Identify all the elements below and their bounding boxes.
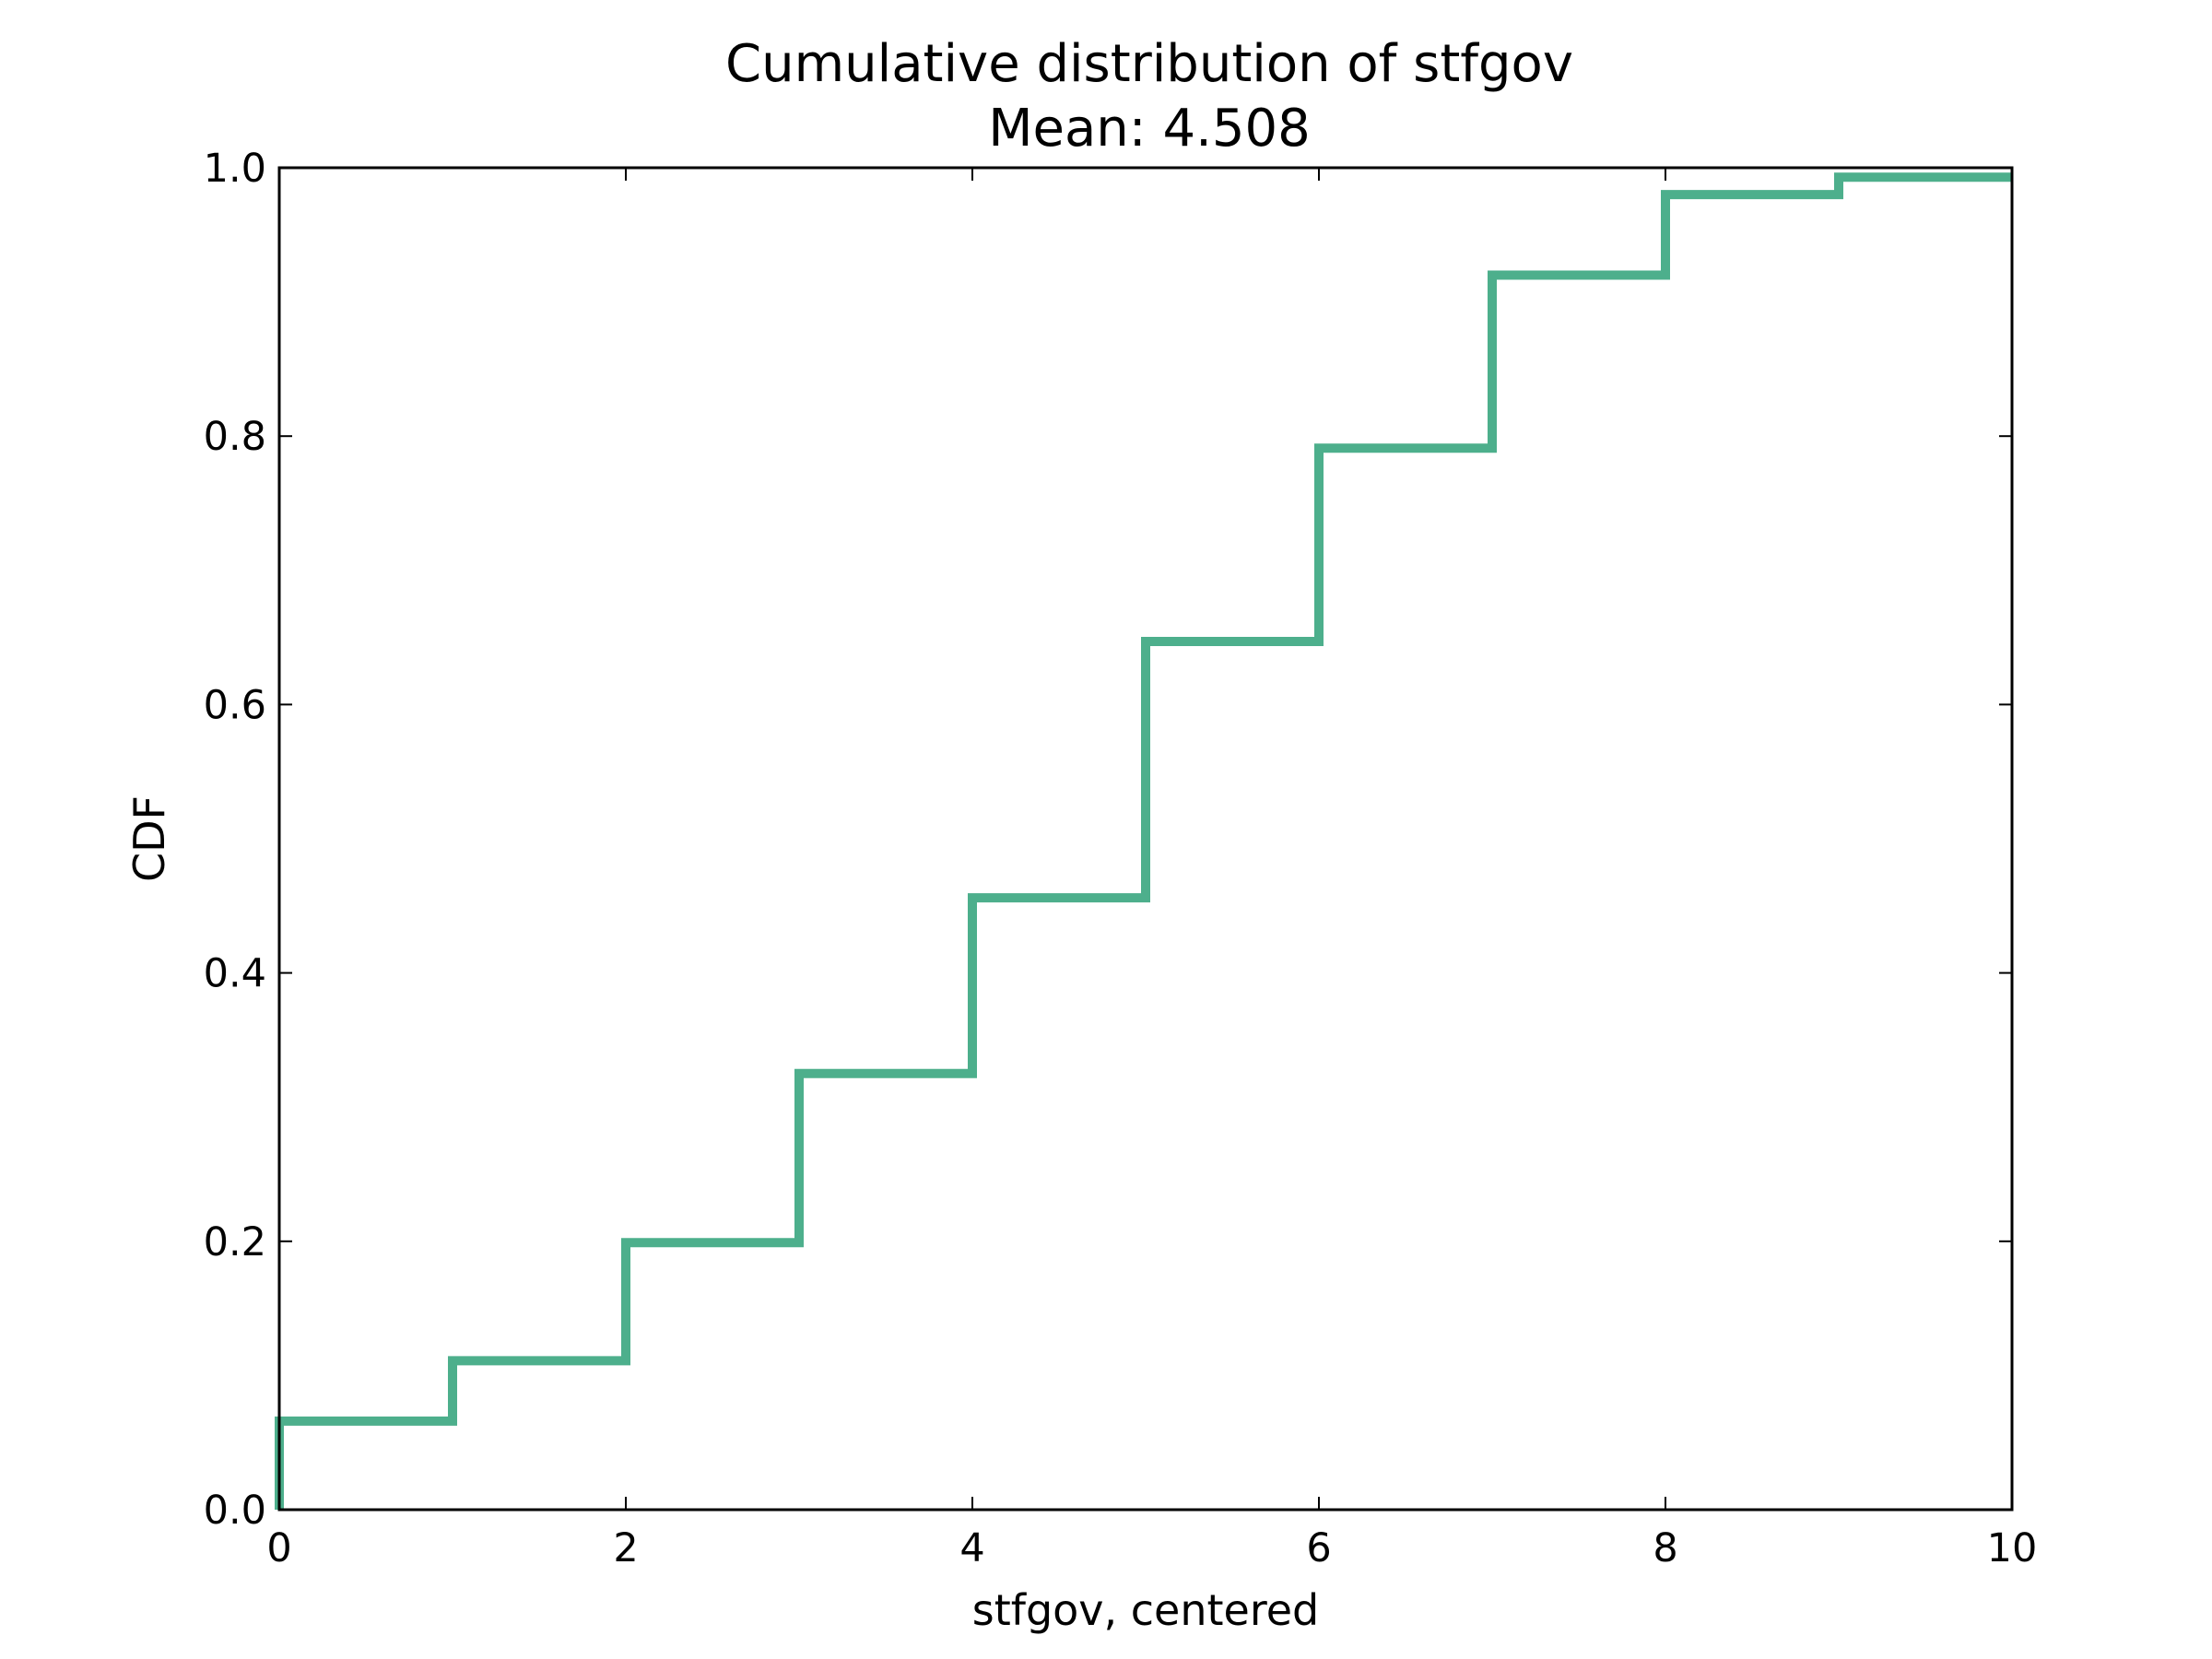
x-tick-label: 0: [266, 1525, 291, 1571]
y-axis-label: CDF: [124, 795, 174, 882]
x-tick-label: 4: [959, 1525, 984, 1571]
y-tick-label: 0.8: [204, 414, 266, 460]
cdf-step-line: [275, 172, 2012, 1510]
y-tick-label: 0.2: [204, 1219, 266, 1265]
x-tick-label: 10: [1987, 1525, 2038, 1571]
x-tick-label: 8: [1653, 1525, 1677, 1571]
plot-frame: [277, 166, 2014, 1512]
y-tick-label: 1.0: [204, 146, 266, 192]
y-tick-label: 0.6: [204, 682, 266, 728]
series-layer: [275, 172, 2012, 1510]
x-tick-label: 6: [1306, 1525, 1331, 1571]
chart-title: Cumulative distribution of stfgov: [725, 34, 1573, 94]
x-axis-label: stfgov, centered: [972, 1585, 1320, 1635]
tick-labels: 0 2 4 6 8 10 0.0 0.2 0.4 0.6 0.8 1.0: [204, 146, 2038, 1571]
chart-subtitle: Mean: 4.508: [988, 99, 1311, 159]
y-tick-label: 0.0: [204, 1488, 266, 1534]
y-tick-label: 0.4: [204, 951, 266, 997]
x-tick-label: 2: [613, 1525, 638, 1571]
